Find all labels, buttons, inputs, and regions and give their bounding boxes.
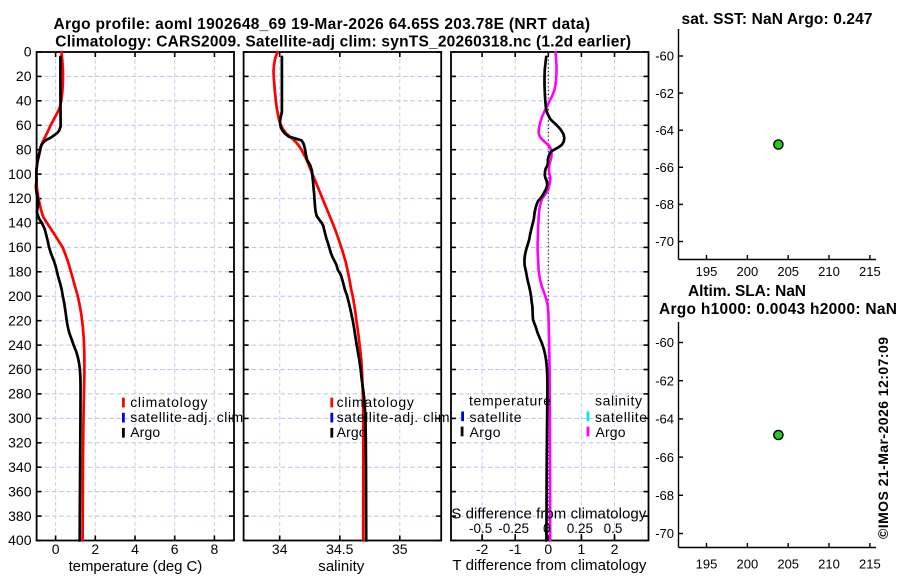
svg-text:360: 360 — [8, 483, 32, 499]
svg-text:34.5: 34.5 — [326, 541, 353, 557]
svg-text:80: 80 — [16, 141, 32, 157]
svg-text:-62: -62 — [655, 86, 674, 101]
svg-text:-1: -1 — [509, 541, 522, 557]
svg-text:0: 0 — [543, 521, 551, 536]
svg-text:160: 160 — [8, 239, 32, 255]
svg-text:sat. SST: NaN Argo: 0.247: sat. SST: NaN Argo: 0.247 — [682, 11, 873, 28]
svg-text:2: 2 — [91, 541, 99, 557]
svg-text:-62: -62 — [655, 373, 674, 388]
svg-text:0: 0 — [24, 44, 32, 60]
svg-text:240: 240 — [8, 337, 32, 353]
svg-text:120: 120 — [8, 190, 32, 206]
svg-text:satellite-adj. clim: satellite-adj. clim — [337, 409, 450, 425]
svg-text:-70: -70 — [655, 234, 674, 249]
svg-text:-0.25: -0.25 — [498, 521, 529, 536]
svg-text:100: 100 — [8, 166, 32, 182]
svg-text:380: 380 — [8, 508, 32, 524]
svg-text:Argo: Argo — [130, 424, 160, 440]
svg-text:Argo profile: aoml 1902648_69: Argo profile: aoml 1902648_69 19-Mar-202… — [54, 16, 591, 33]
svg-text:salinity: salinity — [595, 393, 642, 409]
svg-text:Altim. SLA: NaN: Altim. SLA: NaN — [688, 283, 806, 300]
svg-text:T difference from climatology: T difference from climatology — [452, 557, 647, 574]
svg-text:S difference from climatology: S difference from climatology — [451, 506, 647, 523]
svg-text:temperature: temperature — [469, 393, 551, 409]
svg-text:195: 195 — [696, 557, 718, 572]
svg-text:Argo: Argo — [337, 424, 367, 440]
svg-text:salinity: salinity — [318, 558, 365, 575]
svg-text:satellite-adj. clim: satellite-adj. clim — [130, 409, 243, 425]
svg-text:climatology: climatology — [337, 394, 414, 410]
svg-text:205: 205 — [777, 264, 799, 279]
svg-text:-0.5: -0.5 — [469, 521, 492, 536]
svg-text:climatology: climatology — [130, 394, 207, 410]
svg-text:-2: -2 — [476, 541, 489, 557]
svg-text:Argo: Argo — [470, 424, 501, 440]
svg-text:-60: -60 — [655, 335, 674, 350]
svg-text:-64: -64 — [655, 123, 674, 138]
svg-text:0: 0 — [544, 541, 552, 557]
svg-text:200: 200 — [737, 264, 759, 279]
svg-text:400: 400 — [8, 532, 32, 548]
svg-text:60: 60 — [16, 117, 32, 133]
svg-text:280: 280 — [8, 386, 32, 402]
svg-text:140: 140 — [8, 215, 32, 231]
svg-text:205: 205 — [777, 557, 799, 572]
svg-text:Argo: Argo — [596, 424, 626, 440]
svg-text:-66: -66 — [655, 160, 674, 175]
svg-text:2: 2 — [611, 541, 619, 557]
svg-text:satellite: satellite — [470, 409, 522, 425]
svg-text:-66: -66 — [655, 450, 674, 465]
svg-text:0.25: 0.25 — [567, 521, 593, 536]
svg-text:-68: -68 — [655, 488, 674, 503]
svg-text:-64: -64 — [655, 412, 674, 427]
svg-text:300: 300 — [8, 410, 32, 426]
svg-text:-70: -70 — [655, 526, 674, 541]
svg-text:260: 260 — [8, 361, 32, 377]
svg-text:1: 1 — [578, 541, 586, 557]
svg-text:-68: -68 — [655, 197, 674, 212]
svg-text:210: 210 — [818, 557, 840, 572]
svg-text:200: 200 — [8, 288, 32, 304]
svg-text:-60: -60 — [655, 49, 674, 64]
svg-text:Argo h1000: 0.0043 h2000: NaN: Argo h1000: 0.0043 h2000: NaN — [659, 301, 897, 318]
svg-text:34: 34 — [272, 541, 288, 557]
svg-text:340: 340 — [8, 459, 32, 475]
svg-text:35: 35 — [392, 541, 408, 557]
svg-text:220: 220 — [8, 312, 32, 328]
svg-text:20: 20 — [16, 68, 32, 84]
svg-text:320: 320 — [8, 435, 32, 451]
svg-text:0.5: 0.5 — [604, 521, 623, 536]
svg-text:satellite: satellite — [595, 409, 647, 425]
svg-text:210: 210 — [818, 264, 840, 279]
svg-text:©IMOS 21-Mar-2026 12:07:09: ©IMOS 21-Mar-2026 12:07:09 — [875, 337, 891, 539]
svg-text:8: 8 — [211, 541, 219, 557]
svg-text:180: 180 — [8, 264, 32, 280]
svg-text:temperature (deg C): temperature (deg C) — [69, 558, 203, 575]
svg-text:215: 215 — [859, 264, 881, 279]
svg-text:215: 215 — [859, 557, 881, 572]
svg-text:195: 195 — [696, 264, 718, 279]
svg-text:6: 6 — [171, 541, 179, 557]
svg-text:Climatology: CARS2009. Satelli: Climatology: CARS2009. Satellite-adj cli… — [55, 33, 631, 50]
svg-text:4: 4 — [131, 541, 139, 557]
svg-text:0: 0 — [52, 541, 60, 557]
svg-text:200: 200 — [737, 557, 759, 572]
svg-text:40: 40 — [16, 93, 32, 109]
